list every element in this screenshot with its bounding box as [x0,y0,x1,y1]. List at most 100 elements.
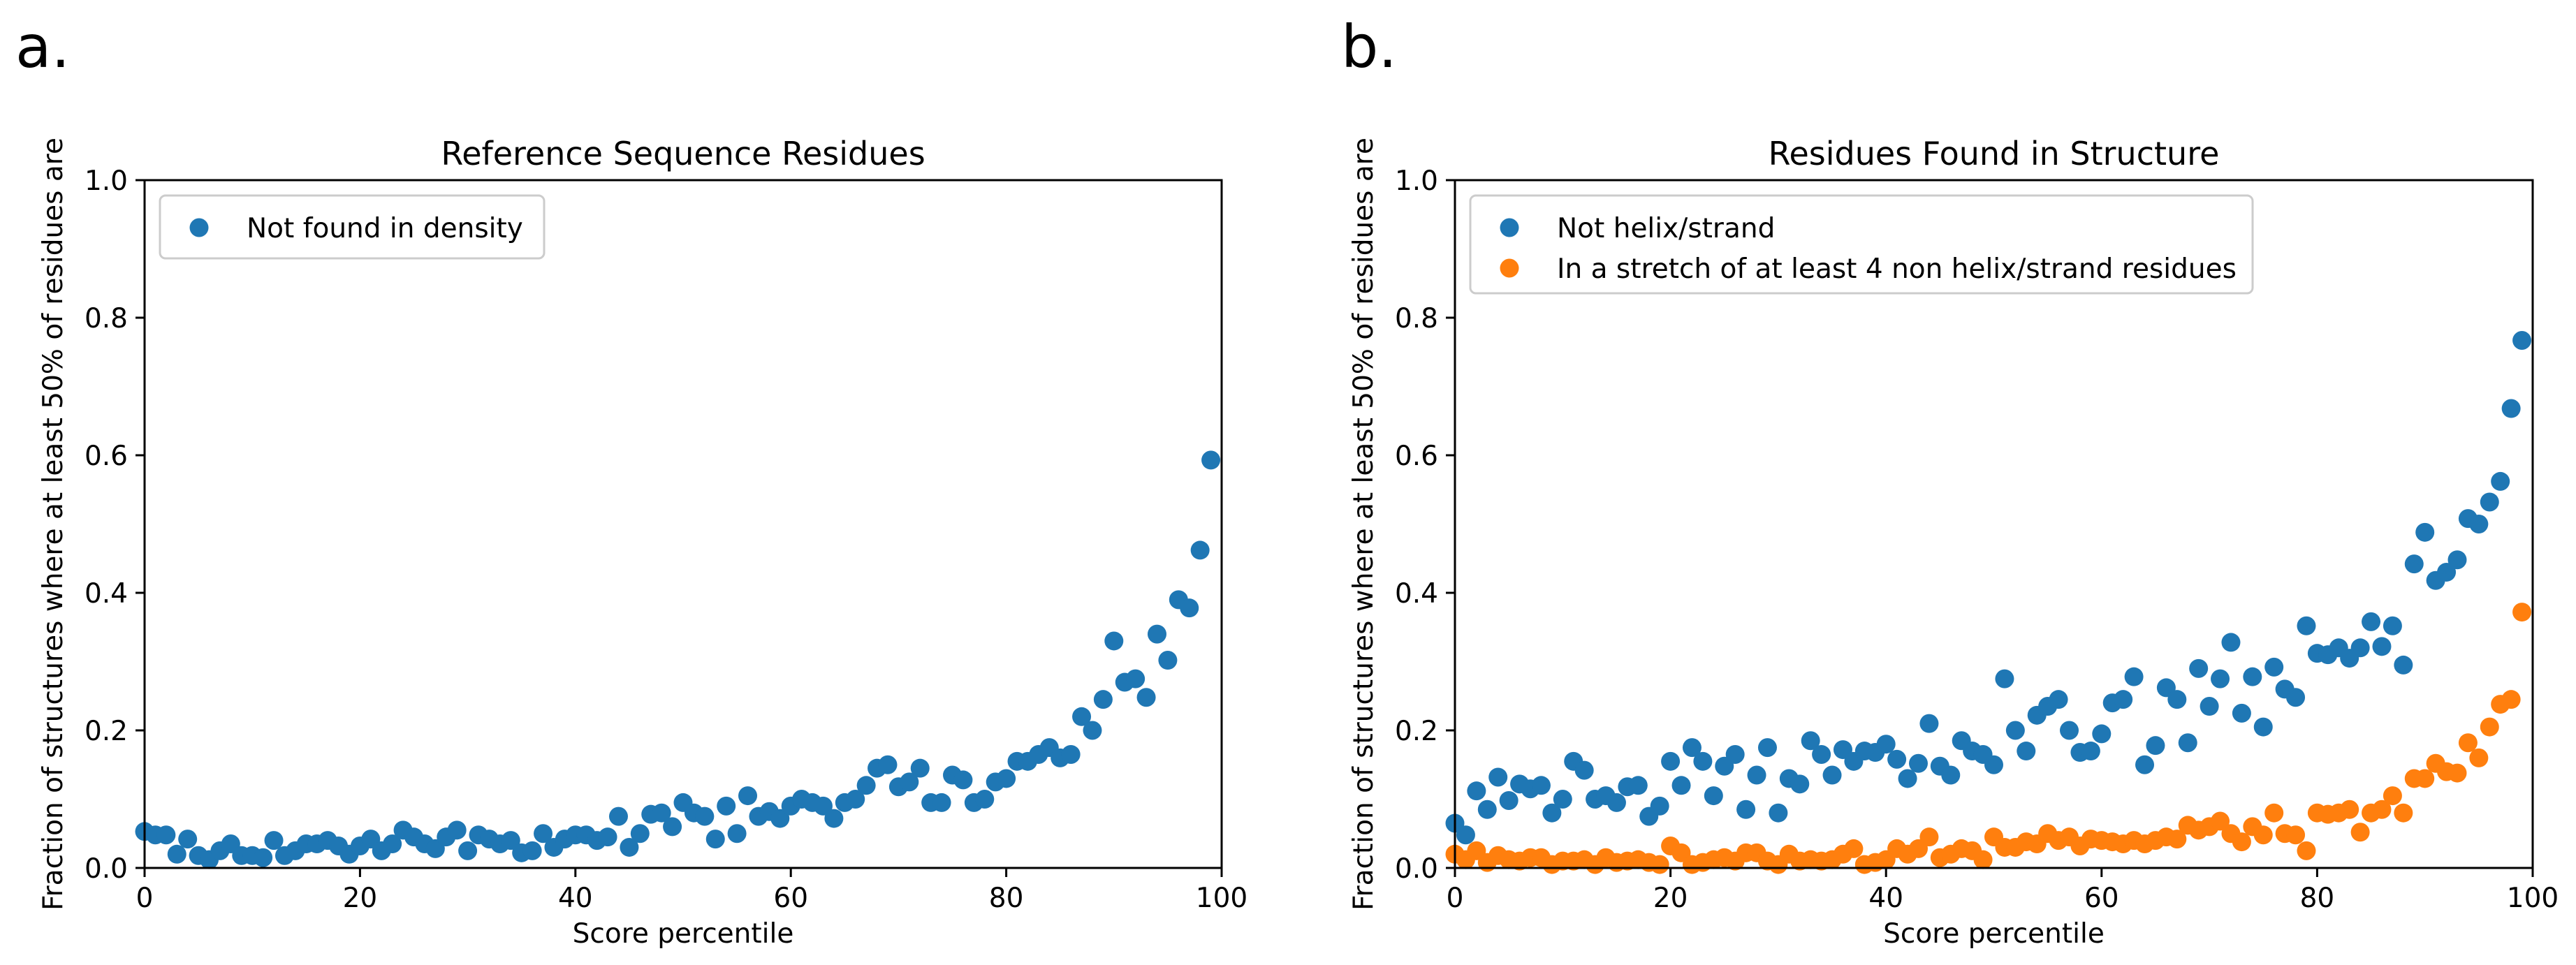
data-point [2372,800,2392,819]
data-point [1650,855,1669,874]
x-tick-label: 20 [1653,883,1688,914]
data-point [2167,830,2187,849]
data-point [2501,690,2521,709]
data-point [2243,667,2262,686]
y-axis-label: Fraction of structures where at least 50… [38,138,69,911]
x-tick-label: 100 [2507,883,2559,914]
axes-frame [143,179,1223,869]
data-point [953,770,973,790]
x-axis-label: Score percentile [1883,918,2105,950]
x-tick-label: 40 [558,883,593,914]
data-point [1104,631,1124,651]
data-point [1693,751,1713,771]
data-point [1973,850,1993,869]
data-point [975,790,995,809]
data-point [1136,688,1156,707]
data-point [1477,800,1497,819]
chart-panel-b: b. Residues Found in Structure 0 20 40 60 80 10… [1341,13,2559,950]
data-point [2383,616,2402,635]
legend-marker [189,218,209,237]
x-tick-label: 80 [989,883,1024,914]
data-point [2049,690,2068,709]
x-tick-label: 100 [1196,883,1247,914]
data-point [608,806,628,826]
data-point [813,796,833,816]
x-tick-label: 80 [2300,883,2335,914]
x-tick-label: 60 [2084,883,2119,914]
data-point [620,837,639,857]
data-point [2350,638,2370,658]
data-point [1704,786,1723,806]
data-point [1919,714,1939,733]
data-point [1876,735,1896,754]
data-point [1908,753,1928,773]
data-point [1790,774,1810,794]
data-point [2146,736,2165,756]
data-point [1531,776,1551,795]
y-tick-label: 0.4 [1395,578,1438,610]
data-point [663,817,682,837]
data-point [1682,738,1702,758]
data-point [2060,721,2079,740]
data-point [705,830,725,849]
data-point [2469,515,2489,533]
data-point [1661,751,1681,771]
data-point [1650,796,1669,816]
data-point [910,758,930,778]
data-point [2297,616,2316,635]
data-point [770,809,790,828]
data-point [1553,790,1572,809]
y-tick-label: 0.6 [1395,441,1438,472]
y-tick-label: 0.0 [1395,853,1438,885]
legend-label: Not helix/strand [1557,213,1775,244]
data-point [1607,793,1626,812]
data-point [264,831,284,850]
data-point [2447,550,2467,570]
data-point [1180,598,1199,618]
data-point [878,755,898,774]
data-point [1801,731,1820,751]
data-point [2253,717,2273,737]
y-tick-label: 0.4 [85,578,128,610]
data-point [2232,703,2251,723]
data-point [2135,755,2155,774]
data-point [1158,651,1178,670]
data-point [2297,841,2316,860]
data-point [2512,331,2532,351]
legend-label: Not found in density [247,213,523,244]
data-point [2081,742,2100,761]
data-point [2124,667,2144,686]
data-point [2437,562,2457,582]
data-point [1984,755,2003,774]
data-point [2211,811,2230,831]
data-point [2501,399,2521,418]
data-point [2286,825,2306,845]
chart-panel-a: a. Reference Sequence Residues 0 20 40 60 80 10… [15,13,1247,950]
x-tick-label: 40 [1868,883,1903,914]
data-point [2200,697,2219,716]
data-point [2480,492,2499,512]
data-point [1919,827,1939,847]
x-axis-label: Score percentile [573,918,794,950]
y-tick-label: 0.2 [1395,716,1438,747]
data-point [2394,803,2413,823]
data-point [1147,624,1166,644]
y-tick-label: 0.8 [1395,303,1438,334]
data-point [717,796,736,816]
data-point [900,772,919,792]
panel-label: b. [1341,13,1397,81]
data-point [1083,721,1102,740]
data-point [2469,748,2489,767]
data-point [156,825,176,845]
x-tick-label: 60 [773,883,808,914]
data-point [2372,637,2392,656]
data-point [2264,803,2284,823]
data-point [1812,744,1831,764]
data-point [2340,800,2359,819]
data-point [598,827,617,847]
data-point [1844,839,1864,858]
data-point [501,831,520,850]
data-point [2286,688,2306,707]
legend-box [1469,194,2254,295]
